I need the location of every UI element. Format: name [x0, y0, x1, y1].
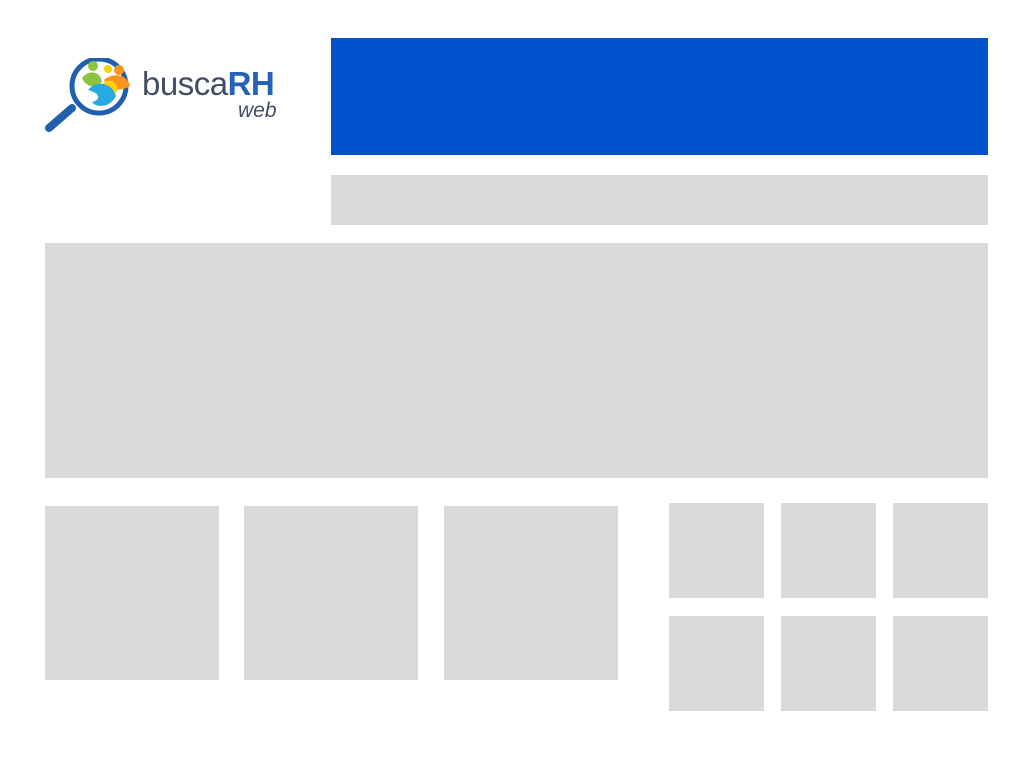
card-placeholder-1 [45, 506, 219, 680]
logo-wordmark: buscaRH [142, 65, 275, 102]
magnifier-icon [45, 58, 130, 132]
logo-word-busca: busca [142, 65, 228, 102]
nav-bar-placeholder [331, 175, 988, 225]
hero-placeholder [45, 243, 988, 478]
tile-placeholder-2 [781, 503, 876, 598]
header-banner [331, 38, 988, 155]
logo-subtitle: web [238, 99, 277, 122]
card-placeholder-2 [244, 506, 418, 680]
tile-placeholder-1 [669, 503, 764, 598]
tile-placeholder-6 [893, 616, 988, 711]
card-placeholder-3 [444, 506, 618, 680]
buscarh-logo[interactable]: buscaRH web [44, 58, 294, 138]
tile-placeholder-3 [893, 503, 988, 598]
logo-word-rh: RH [227, 65, 275, 102]
tile-placeholder-4 [669, 616, 764, 711]
tile-placeholder-5 [781, 616, 876, 711]
